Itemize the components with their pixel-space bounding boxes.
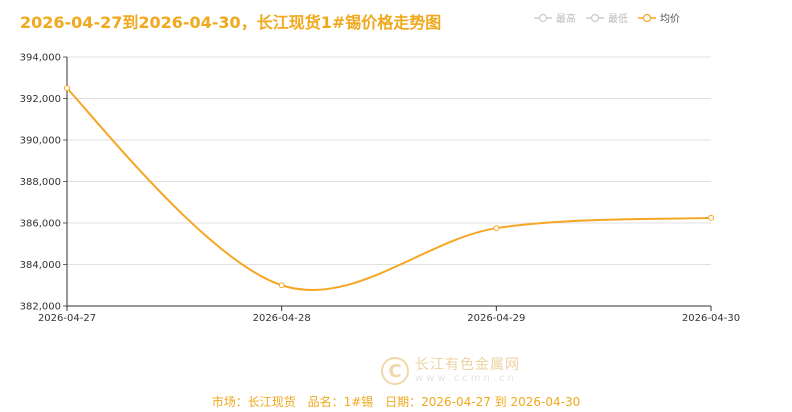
chart-footer: 市场：长江现货 品名：1#锡 日期：2026-04-27 到 2026-04-3… [0, 393, 792, 410]
footer-market: 市场：长江现货 [211, 395, 296, 409]
data-point [64, 85, 70, 92]
watermark: C 长江有色金属网 www.ccmn.cn [381, 357, 520, 385]
x-tick-label: 2026-04-27 [38, 313, 96, 324]
ccmn-logo-icon: C [381, 357, 409, 385]
y-tick-label: 382,000 [20, 302, 61, 313]
chart-title: 2026-04-27到2026-04-30，长江现货1#锡价格走势图 [20, 13, 442, 32]
chart-legend: 最高 最低 均价 [534, 10, 680, 25]
footer-date: 日期：2026-04-27 到 2026-04-30 [385, 395, 581, 409]
y-tick-label: 384,000 [20, 260, 61, 271]
x-tick-label: 2026-04-28 [253, 313, 311, 324]
y-tick-label: 394,000 [20, 53, 61, 64]
x-tick-label: 2026-04-30 [682, 313, 740, 324]
y-tick-label: 388,000 [20, 177, 61, 188]
legend-marker-low-icon [586, 13, 604, 22]
y-tick-label: 386,000 [20, 219, 61, 230]
legend-label-low: 最低 [608, 14, 628, 25]
y-tick-label: 390,000 [20, 136, 61, 147]
data-point [278, 282, 285, 289]
legend-marker-avg-icon [638, 13, 656, 22]
y-tick-label: 392,000 [20, 94, 61, 105]
legend-item-avg[interactable]: 均价 [638, 10, 680, 25]
watermark-name: 长江有色金属网 [415, 356, 520, 373]
footer-product: 品名：1#锡 [307, 395, 374, 409]
data-point [708, 214, 714, 221]
series-line-avg [66, 87, 712, 291]
legend-item-low[interactable]: 最低 [586, 10, 628, 25]
data-point [493, 225, 500, 232]
legend-label-high: 最高 [556, 14, 576, 25]
legend-label-avg: 均价 [660, 14, 680, 25]
legend-marker-high-icon [534, 13, 552, 22]
x-tick-label: 2026-04-29 [467, 313, 525, 324]
legend-item-high[interactable]: 最高 [534, 10, 576, 25]
watermark-url: www.ccmn.cn [415, 373, 517, 385]
